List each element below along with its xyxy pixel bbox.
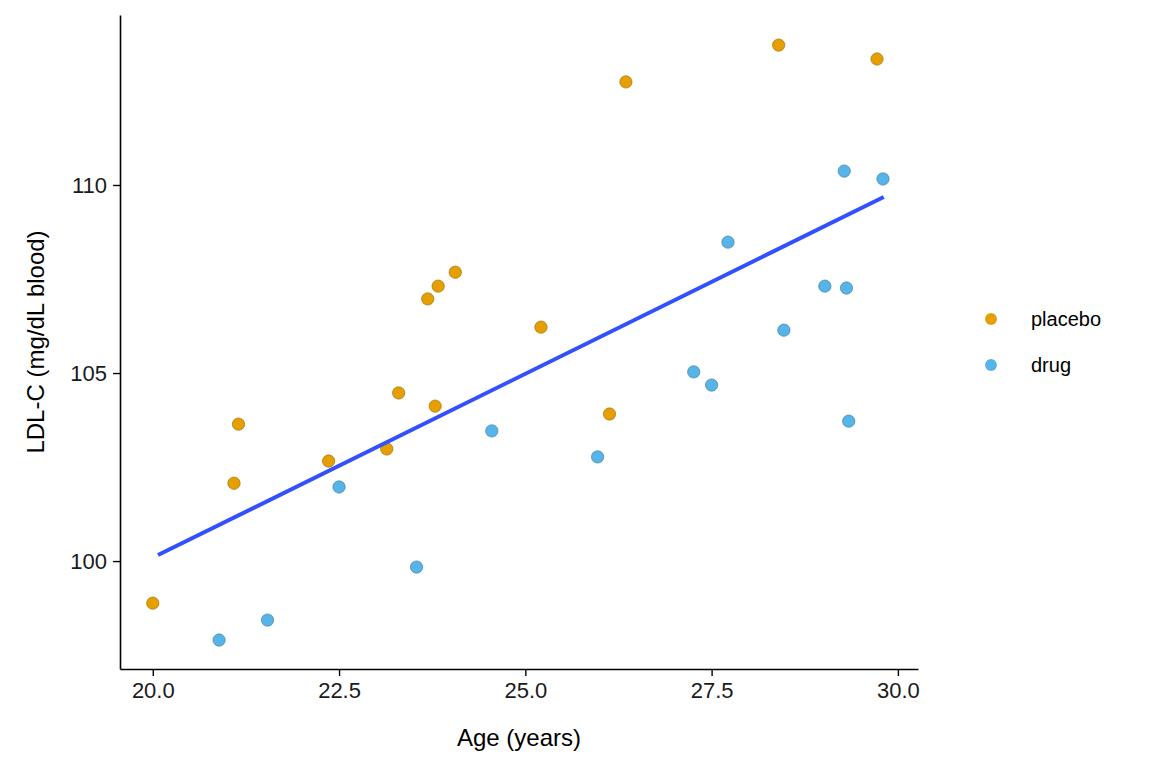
axis-line <box>121 669 919 671</box>
tick: 30.0 <box>877 669 920 703</box>
point <box>843 415 855 427</box>
tick-mark <box>339 669 340 676</box>
tick-label: 110 <box>72 173 107 198</box>
marks <box>147 39 890 646</box>
tick-label: 105 <box>70 361 107 386</box>
point <box>722 236 734 248</box>
legend-label: drug <box>1031 354 1071 376</box>
point <box>620 76 632 88</box>
point <box>591 451 603 463</box>
tick: 20.0 <box>132 669 175 703</box>
legend-label: placebo <box>1031 308 1101 330</box>
point <box>535 321 547 333</box>
tick-label: 27.5 <box>691 678 734 703</box>
point <box>392 387 404 399</box>
point <box>422 293 434 305</box>
x-axis: 20.0 22.5 25.0 27.5 30.0 <box>121 669 920 703</box>
tick: 105 <box>70 361 120 386</box>
tick-label: 25.0 <box>504 678 547 703</box>
tick: 25.0 <box>504 669 547 703</box>
tick-label: 20.0 <box>132 678 175 703</box>
point <box>819 280 831 292</box>
point <box>840 282 852 294</box>
point <box>871 53 883 65</box>
tick-mark <box>113 185 120 186</box>
chart: 20.0 22.5 25.0 27.5 30.0 100 105 110 Age (years)… <box>0 0 1152 768</box>
tick-label: 100 <box>70 549 107 574</box>
plot: 20.0 22.5 25.0 27.5 30.0 100 105 110 <box>70 16 920 703</box>
point <box>877 173 889 185</box>
point <box>333 481 345 493</box>
tick-mark <box>153 669 154 676</box>
point <box>688 366 700 378</box>
point <box>322 455 334 467</box>
point <box>838 165 850 177</box>
tick-mark <box>113 561 120 562</box>
trend-line <box>158 197 884 555</box>
point <box>772 39 784 51</box>
tick-mark <box>113 373 120 374</box>
legend: placebo drug <box>985 308 1101 376</box>
point <box>603 408 615 420</box>
legend-marker <box>985 313 997 325</box>
y-axis-title: LDL-C (mg/dL blood) <box>22 230 49 453</box>
tick: 100 <box>70 549 120 574</box>
point <box>410 561 422 573</box>
point <box>232 418 244 430</box>
point <box>429 400 441 412</box>
point <box>778 324 790 336</box>
x-axis-title: Age (years) <box>457 724 581 751</box>
point <box>449 266 461 278</box>
point <box>147 597 159 609</box>
point <box>432 280 444 292</box>
tick-mark <box>525 669 526 676</box>
point <box>705 379 717 391</box>
y-axis: 100 105 110 <box>70 16 120 670</box>
tick: 22.5 <box>318 669 361 703</box>
tick: 110 <box>72 173 120 198</box>
tick: 27.5 <box>691 669 734 703</box>
axis-line <box>120 16 122 670</box>
point <box>213 634 225 646</box>
point <box>261 614 273 626</box>
point <box>486 425 498 437</box>
legend-marker <box>985 359 997 371</box>
tick-label: 30.0 <box>877 678 920 703</box>
tick-label: 22.5 <box>318 678 361 703</box>
point <box>228 477 240 489</box>
tick-mark <box>898 669 899 676</box>
tick-mark <box>711 669 712 676</box>
